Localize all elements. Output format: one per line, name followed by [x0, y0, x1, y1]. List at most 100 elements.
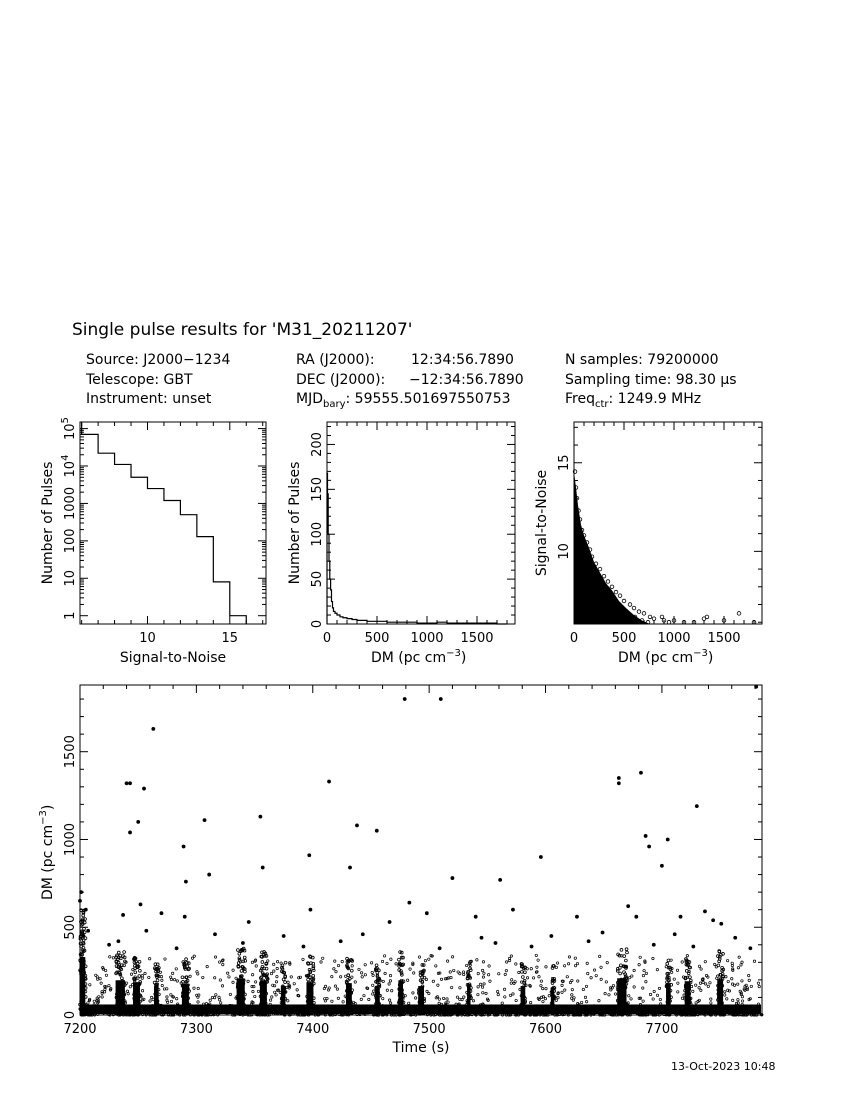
dm-vs-time-point: [233, 1013, 237, 1017]
dm-vs-time-point: [381, 1004, 385, 1008]
dm-vs-time-point: [217, 1010, 221, 1014]
dm-vs-time-point: [144, 928, 149, 933]
x-tick-label: 500: [365, 631, 390, 646]
dm-vs-time-point: [660, 1009, 664, 1013]
dm-vs-time-point: [226, 971, 230, 975]
dm-vs-time-point: [487, 973, 491, 977]
dm-vs-time-point: [103, 990, 107, 994]
dm-vs-time-point: [754, 684, 759, 689]
snr-vs-dm-point: [586, 566, 592, 572]
dm-vs-time-point: [677, 1011, 681, 1015]
snr-vs-dm-point: [604, 602, 610, 607]
dm-vs-time-point: [544, 1013, 548, 1017]
dm-vs-time-point: [357, 967, 361, 971]
dm-vs-time-point: [100, 995, 104, 999]
dm-vs-time-point: [735, 1004, 739, 1008]
dm-vs-time-point: [302, 1005, 306, 1009]
snr-vs-dm-point: [659, 614, 665, 620]
dm-vs-time-point: [87, 998, 91, 1002]
dm-vs-time-point: [448, 970, 452, 974]
snr-vs-dm-point: [613, 604, 619, 609]
dm-vs-time-point: [350, 975, 354, 979]
dm-vs-time-point: [626, 904, 631, 909]
dm-vs-time-point: [360, 971, 364, 975]
dm-vs-time-point: [238, 1006, 243, 1010]
dm-vs-time-point: [274, 1012, 278, 1016]
dm-vs-time-point: [604, 980, 608, 984]
dm-vs-time-point: [353, 980, 357, 984]
dm-vs-time-point: [239, 969, 244, 973]
dm-vs-time-point: [187, 966, 191, 971]
dm-vs-time-point: [345, 956, 349, 961]
dm-vs-time-point: [256, 989, 261, 993]
dm-vs-time-point: [153, 962, 158, 967]
dm-vs-time-point: [376, 1003, 381, 1008]
dm-vs-time-point: [686, 959, 690, 964]
dm-vs-time-point: [81, 934, 86, 938]
dm-vs-time-point: [653, 1009, 657, 1013]
dm-vs-time-point: [599, 977, 603, 981]
dm-vs-time-point: [197, 993, 201, 997]
dm-vs-time-point: [581, 987, 585, 992]
dm-vs-time-point: [177, 1008, 181, 1012]
dm-vs-time-point: [206, 1013, 211, 1017]
dm-vs-time-point: [717, 954, 722, 959]
dm-vs-time-point: [371, 983, 375, 987]
dm-vs-time-point: [400, 972, 404, 977]
dm-vs-time-point: [138, 902, 143, 907]
dm-vs-time-point: [529, 1001, 533, 1005]
dm-vs-time-point: [221, 963, 225, 967]
dm-vs-time-point: [431, 979, 435, 983]
dm-vs-time-point: [641, 986, 645, 990]
dm-vs-time-point: [189, 1006, 193, 1010]
dm-vs-time-point: [691, 944, 696, 949]
dm-vs-time-point: [335, 1005, 339, 1009]
dm-vs-time-burst: [520, 986, 526, 1015]
dm-vs-time-point: [306, 977, 310, 982]
dm-vs-time-point: [482, 1013, 486, 1017]
dm-vs-time-point: [120, 963, 124, 967]
dm-vs-time-point: [658, 997, 662, 1002]
dm-vs-time-point: [330, 999, 334, 1003]
dm-vs-time-point: [535, 965, 539, 969]
dm-vs-time-point: [605, 961, 609, 965]
dm-vs-time-point: [153, 966, 157, 971]
dm-vs-time-point: [539, 979, 543, 983]
dm-vs-time-point: [214, 993, 218, 997]
dm-vs-time-point: [739, 1013, 743, 1017]
dm-vs-time-point: [104, 973, 108, 977]
dm-vs-time-point: [709, 997, 713, 1001]
dm-vs-time-point: [675, 968, 680, 972]
dm-vs-time-point: [79, 993, 84, 998]
dm-vs-time-point: [327, 988, 331, 992]
y-tick-label: 10: [63, 570, 78, 587]
dm-vs-time-point: [471, 1007, 475, 1011]
snr-vs-dm-point: [661, 618, 667, 623]
dm-vs-time-point: [744, 1009, 748, 1013]
dm-vs-time-point: [133, 970, 138, 975]
dm-vs-time-point: [116, 960, 121, 965]
dm-vs-time-point: [626, 1006, 630, 1010]
dm-vs-time-point: [132, 977, 137, 982]
dm-vs-time-point: [481, 968, 485, 973]
dm-vs-time-point: [181, 844, 186, 849]
dm-vs-time-point: [311, 976, 316, 981]
dm-vs-time-point: [358, 1013, 362, 1017]
dm-vs-time-point: [543, 997, 547, 1001]
dm-vs-time-point: [406, 1009, 410, 1013]
dm-vs-time-point: [616, 776, 621, 780]
dm-vs-time-point: [240, 1001, 244, 1006]
dm-vs-time-point: [716, 954, 720, 958]
dm-vs-time-point: [699, 988, 703, 992]
dm-vs-time-point: [82, 1007, 86, 1011]
dm-vs-time-point: [254, 964, 258, 968]
dm-vs-time-point: [523, 999, 528, 1004]
dm-vs-time-point: [462, 995, 466, 999]
dm-vs-time-point: [575, 914, 579, 919]
dm-vs-time-point: [159, 911, 164, 916]
dm-vs-time-point: [281, 984, 285, 989]
dm-vs-time-point: [251, 973, 255, 977]
dm-vs-time-point: [380, 1013, 384, 1017]
dm-vs-time-point: [611, 1013, 615, 1017]
dm-vs-time-point: [476, 985, 480, 989]
